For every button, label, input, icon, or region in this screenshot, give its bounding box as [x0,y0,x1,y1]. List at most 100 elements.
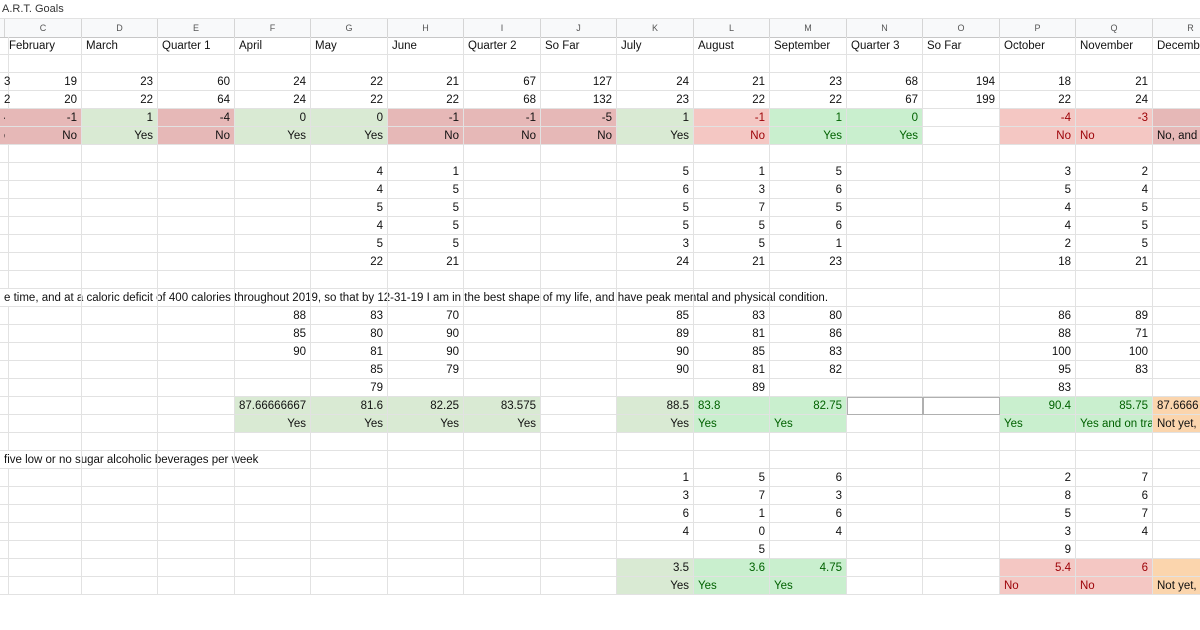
cell[interactable] [1153,181,1200,199]
cell[interactable] [847,433,923,451]
cell[interactable] [464,577,541,595]
cell[interactable] [158,307,235,325]
cell[interactable]: 88 [235,307,311,325]
column-header-n[interactable]: N [847,19,923,37]
cell[interactable] [311,271,388,289]
cell[interactable]: 5 [311,235,388,253]
cell[interactable]: -1 [694,109,770,127]
cell[interactable] [0,433,9,451]
cell[interactable]: No [5,127,82,145]
cell[interactable]: 81.6 [311,397,388,415]
cell[interactable] [617,541,694,559]
column-header-r[interactable]: R [1153,19,1200,37]
cell[interactable] [5,253,82,271]
cell[interactable]: 2 [1076,163,1153,181]
cell[interactable]: Quarter 3 [847,37,923,55]
cell[interactable] [5,541,82,559]
cell[interactable] [311,55,388,73]
cell[interactable] [0,199,9,217]
cell[interactable] [541,397,617,415]
cell[interactable]: -4 [1000,109,1076,127]
cell[interactable] [235,559,311,577]
cell[interactable]: February [5,37,82,55]
cell[interactable] [235,541,311,559]
cell[interactable]: 4 [311,217,388,235]
cell[interactable] [82,433,158,451]
cell[interactable] [0,523,9,541]
cell[interactable] [694,145,770,163]
cell[interactable] [82,325,158,343]
cell[interactable] [158,505,235,523]
cell[interactable] [847,361,923,379]
cell[interactable] [82,181,158,199]
cell[interactable]: 5 [1000,505,1076,523]
cell[interactable] [847,181,923,199]
cell[interactable]: 71 [1076,325,1153,343]
cell[interactable] [617,55,694,73]
cell[interactable] [82,307,158,325]
cell[interactable] [82,397,158,415]
cell[interactable] [847,559,923,577]
cell[interactable] [235,523,311,541]
column-header-f[interactable]: F [235,19,311,37]
cell[interactable]: Yes [311,415,388,433]
cell[interactable]: 4 [617,523,694,541]
cell[interactable] [541,235,617,253]
cell[interactable]: 1 [617,109,694,127]
cell[interactable] [1000,145,1076,163]
cell[interactable]: 4 [311,181,388,199]
cell[interactable] [770,379,847,397]
cell[interactable] [1076,289,1153,307]
cell[interactable] [923,235,1000,253]
cell[interactable] [82,541,158,559]
cell[interactable]: -1 [464,109,541,127]
cell[interactable]: 90 [388,325,464,343]
cell[interactable] [311,289,388,307]
cell[interactable] [923,181,1000,199]
cell[interactable] [235,235,311,253]
cell[interactable] [923,505,1000,523]
cell[interactable]: 3 [1000,523,1076,541]
cell[interactable] [5,433,82,451]
cell[interactable]: 6 [770,469,847,487]
cell[interactable]: -3 [1076,109,1153,127]
cell[interactable] [847,163,923,181]
cell[interactable] [1153,451,1200,469]
cell[interactable] [158,343,235,361]
cell[interactable]: 21 [694,73,770,91]
cell[interactable] [464,145,541,163]
cell[interactable]: No [388,127,464,145]
cell[interactable] [541,145,617,163]
cell[interactable] [1076,55,1153,73]
cell[interactable] [847,199,923,217]
cell[interactable] [464,217,541,235]
cell[interactable]: September [770,37,847,55]
cell[interactable] [82,271,158,289]
cell[interactable] [923,523,1000,541]
cell[interactable] [464,271,541,289]
cell[interactable] [464,163,541,181]
cell[interactable] [388,55,464,73]
cell[interactable] [923,487,1000,505]
cell[interactable] [1153,253,1200,271]
cell[interactable] [5,217,82,235]
cell[interactable] [464,199,541,217]
cell[interactable]: 5 [1000,181,1076,199]
cell[interactable]: 4 [1000,199,1076,217]
cell[interactable]: 9 [1000,541,1076,559]
cell[interactable] [0,361,9,379]
cell[interactable]: 22 [770,91,847,109]
cell[interactable]: December [1153,37,1200,55]
cell[interactable] [617,145,694,163]
cell[interactable]: 1 [770,235,847,253]
cell[interactable]: Yes [617,127,694,145]
cell[interactable]: 64 [158,91,235,109]
cell[interactable]: So Far [541,37,617,55]
cell[interactable] [923,343,1000,361]
cell[interactable]: 82 [770,361,847,379]
cell[interactable] [82,361,158,379]
cell[interactable]: 194 [923,73,1000,91]
cell[interactable] [541,451,617,469]
cell[interactable] [464,451,541,469]
cell[interactable] [82,469,158,487]
